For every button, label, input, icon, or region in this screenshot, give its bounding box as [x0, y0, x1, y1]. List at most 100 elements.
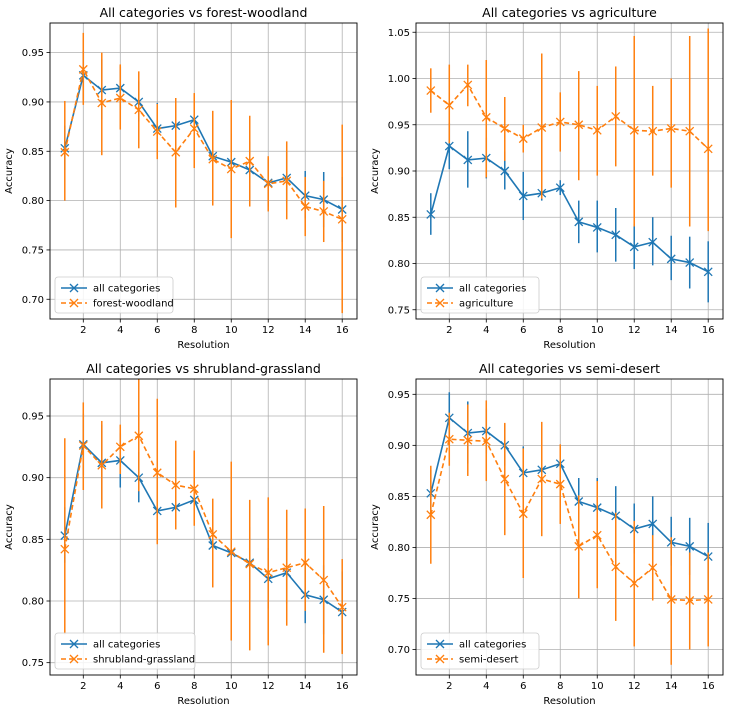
legend-marker: [435, 283, 445, 293]
data-point-marker: [703, 267, 713, 277]
data-point: [648, 237, 658, 247]
data-point-marker: [611, 230, 621, 240]
data-point-marker: [685, 258, 695, 268]
series-comparison: [426, 28, 713, 232]
x-tick-label: 8: [191, 681, 197, 692]
data-point-marker: [518, 509, 528, 519]
data-point-marker: [189, 124, 199, 134]
legend-box: [54, 632, 196, 670]
data-point-marker: [481, 436, 491, 446]
data-point-marker: [245, 559, 255, 569]
data-point-marker: [152, 468, 162, 478]
chart-panel-3: 2 4 6 8 10 12 14 16 0.75 0.80 0.85 0.90 0.95 All cate…: [4, 361, 358, 707]
x-tick-label: 10: [225, 325, 238, 336]
data-point-marker: [666, 595, 676, 604]
legend: all categories semi-desert: [420, 632, 540, 670]
data-point: [337, 602, 347, 612]
y-tick-label: 0.95: [388, 120, 410, 131]
data-point-marker: [426, 210, 436, 219]
data-point: [152, 468, 162, 478]
data-point-marker: [463, 80, 473, 90]
data-point: [337, 214, 347, 224]
legend-label: all categories: [93, 284, 160, 295]
series-line: [430, 416, 709, 558]
chart-panel-4: 2 4 6 8 10 12 14 16 0.70 0.75 0.80 0.85 0.90 0.95 All …: [370, 361, 724, 707]
y-tick-label: 0.95: [388, 390, 410, 401]
series-all-categories: [426, 392, 713, 591]
legend-box: [420, 632, 540, 670]
data-point-marker: [518, 191, 528, 201]
data-point: [648, 563, 658, 573]
data-point: [189, 124, 199, 134]
data-point: [574, 217, 584, 227]
y-tick-label: 0.85: [388, 492, 410, 503]
y-tick-label: 0.90: [22, 97, 44, 108]
data-point-marker: [97, 460, 107, 470]
data-point-marker: [685, 596, 695, 605]
x-tick-label: 2: [80, 325, 86, 336]
data-point-marker: [666, 123, 676, 133]
legend: all categories agriculture: [420, 276, 540, 314]
data-point-marker: [537, 474, 547, 484]
y-tick-label: 0.95: [22, 48, 44, 59]
data-point: [97, 460, 107, 470]
legend-label: semi-desert: [459, 655, 518, 666]
data-point: [463, 155, 473, 165]
data-point: [629, 578, 639, 588]
data-point: [78, 441, 88, 451]
data-point-marker: [115, 93, 125, 103]
data-point-marker: [592, 125, 602, 135]
data-point: [555, 183, 565, 193]
data-point: [537, 474, 547, 484]
data-point: [245, 156, 255, 166]
x-tick-label: 16: [702, 681, 715, 692]
legend-label: agriculture: [459, 299, 513, 310]
x-tick-label: 14: [299, 681, 312, 692]
data-point-marker: [60, 147, 70, 157]
y-tick-label: 0.85: [388, 213, 410, 224]
data-point: [282, 176, 292, 186]
data-point-marker: [537, 123, 547, 132]
data-point: [611, 562, 621, 572]
data-point: [592, 530, 602, 540]
data-point: [611, 230, 621, 240]
x-tick-label: 8: [557, 681, 563, 692]
series-comparison: [60, 379, 347, 655]
data-point: [574, 120, 584, 130]
data-point: [208, 529, 218, 539]
data-point-marker: [134, 105, 144, 115]
legend-label: shrubland-grassland: [93, 655, 195, 666]
y-axis-label: Accuracy: [370, 148, 381, 194]
x-tick-label: 4: [483, 681, 489, 692]
y-tick-label: 0.90: [388, 167, 410, 178]
data-point-marker: [300, 202, 310, 211]
y-tick-label: 0.70: [388, 645, 410, 656]
data-point: [555, 479, 565, 489]
data-point-marker: [685, 541, 695, 551]
x-tick-label: 2: [80, 681, 86, 692]
legend-box: [54, 276, 174, 314]
data-point-marker: [703, 595, 713, 604]
data-point-marker: [555, 117, 565, 127]
data-point-marker: [337, 214, 347, 224]
data-point: [574, 541, 584, 551]
data-point-marker: [319, 206, 329, 216]
data-point: [703, 144, 713, 154]
data-point-marker: [500, 166, 510, 176]
data-point: [555, 117, 565, 127]
data-point-marker: [426, 510, 436, 520]
data-point-marker: [555, 479, 565, 489]
series-line: [64, 434, 343, 608]
data-point: [592, 125, 602, 135]
data-point-marker: [208, 154, 218, 164]
legend-marker: [435, 298, 445, 308]
data-point-marker: [592, 530, 602, 540]
y-tick-label: 0.80: [388, 543, 410, 554]
data-point: [444, 100, 454, 110]
x-tick-label: 16: [336, 681, 349, 692]
x-tick-label: 12: [628, 681, 641, 692]
x-tick-label: 2: [446, 325, 452, 336]
data-point: [226, 547, 236, 557]
data-point: [426, 86, 436, 95]
data-point-marker: [666, 254, 676, 264]
